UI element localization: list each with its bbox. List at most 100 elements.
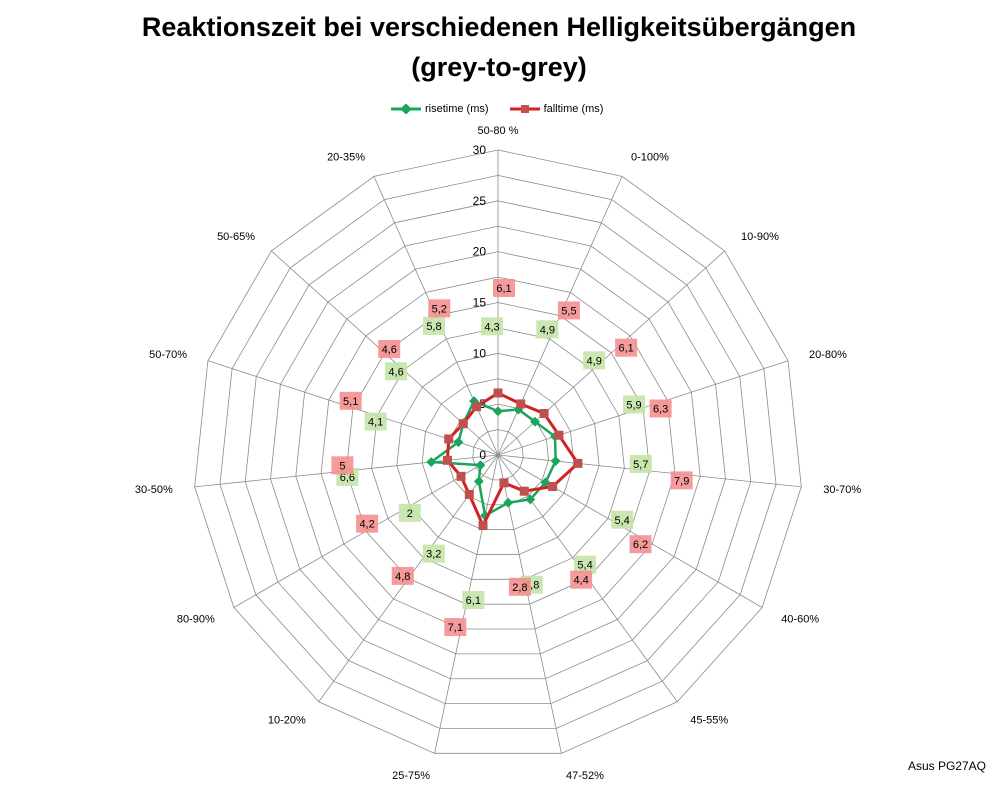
credit-label: Asus PG27AQ: [907, 759, 986, 773]
data-point: [530, 416, 540, 427]
data-label: 4,1: [368, 417, 383, 429]
category-label: 20-35%: [327, 151, 365, 163]
grid-ring: [396, 352, 600, 555]
data-label-bg: [623, 395, 646, 414]
data-label: 5,1: [343, 396, 358, 408]
data-point: [444, 434, 454, 444]
grid-ring: [320, 276, 676, 630]
category-label: 0-100%: [631, 151, 669, 163]
data-point: [519, 486, 529, 496]
data-point: [516, 399, 526, 409]
category-label: 30-70%: [823, 484, 861, 496]
data-label-bg: [557, 301, 580, 320]
data-label: 4,8: [395, 571, 410, 583]
category-label: 25-75%: [392, 770, 430, 782]
data-label-bg: [428, 299, 451, 318]
data-point: [554, 430, 564, 440]
data-label-bg: [356, 514, 379, 533]
data-label-bg: [629, 535, 652, 554]
chart-title-line2: (grey-to-grey): [411, 52, 587, 82]
data-point: [426, 457, 437, 467]
radial-tick-label: 0: [479, 448, 486, 462]
data-point: [499, 478, 509, 488]
data-label: 6,1: [618, 343, 633, 355]
data-label-bg: [378, 339, 401, 358]
data-label-bg: [670, 471, 693, 490]
grid-ring: [472, 429, 524, 481]
data-label-bg: [570, 570, 593, 589]
category-label: 30-50%: [135, 484, 173, 496]
data-label: 5,4: [615, 515, 630, 527]
data-label-bg: [444, 618, 467, 637]
grid-ring: [295, 251, 701, 655]
grid-ring: [270, 225, 726, 680]
data-point: [503, 497, 514, 508]
data-label: 4,6: [382, 344, 397, 356]
data-label: 4,3: [484, 321, 499, 333]
data-label-bg: [339, 391, 362, 410]
data-label-bg: [508, 577, 531, 596]
data-label: 5,5: [561, 305, 576, 317]
data-label-bg: [493, 278, 515, 297]
grid-spoke: [497, 250, 725, 456]
data-label: 3,2: [426, 549, 441, 561]
grid-ring: [421, 378, 575, 530]
data-label: 5,9: [626, 399, 641, 411]
data-point: [475, 460, 486, 471]
data-point: [525, 494, 536, 505]
data-label-bg: [649, 399, 672, 418]
legend-label-risetime: risetime (ms): [425, 103, 489, 115]
data-label: 5: [339, 460, 345, 472]
category-label: 47-52%: [566, 770, 604, 782]
data-label-bg: [611, 510, 634, 529]
data-point: [478, 521, 488, 531]
data-label-bg: [422, 544, 445, 563]
data-point: [550, 456, 561, 467]
category-label: 45-55%: [690, 715, 728, 727]
series-line: [445, 391, 580, 528]
grid-spoke: [497, 454, 763, 608]
data-point: [453, 437, 464, 448]
data-point: [471, 402, 481, 412]
data-label-bg: [398, 503, 421, 522]
chart-title-line1: Reaktionszeit bei verschiedenen Helligke…: [141, 12, 857, 42]
category-label: 80-90%: [177, 614, 215, 626]
data-label: 6,1: [466, 595, 481, 607]
data-label: 7,9: [674, 475, 689, 487]
data-label-bg: [481, 317, 503, 336]
data-point: [539, 409, 549, 419]
category-label: 50-65%: [217, 231, 255, 243]
data-point: [442, 455, 452, 465]
series-line: [430, 399, 557, 517]
data-label-bg: [422, 316, 445, 335]
data-label-bg: [331, 456, 354, 475]
data-point: [540, 477, 551, 488]
data-point: [493, 388, 503, 398]
data-labels: 4,3 4,9 4,9 5,9 5,7 5,4 5,4 4,8 6,1 3,2 2 6,6 4,1 4,6…: [331, 278, 693, 637]
category-labels: 50-80 % 0-100% 10-90% 20-80% 30-70% 40-60% 45-…: [135, 125, 861, 782]
grid-ring: [447, 403, 549, 506]
data-label: 5,7: [633, 459, 648, 471]
data-label: 6,2: [633, 539, 648, 551]
category-label: 40-60%: [781, 614, 819, 626]
data-label: 4,9: [587, 355, 602, 367]
data-label: 6,6: [340, 472, 355, 484]
legend-item-falltime: falltime (ms): [509, 103, 603, 115]
data-point: [548, 482, 558, 492]
category-label: 50-80 %: [478, 125, 519, 137]
data-label-bg: [391, 566, 414, 585]
data-label-bg: [536, 320, 559, 339]
radial-tick-label: 20: [473, 245, 487, 259]
category-label: 10-90%: [741, 231, 779, 243]
radial-tick-label: 15: [473, 296, 487, 310]
data-label: 4,9: [540, 324, 555, 336]
data-label-bg: [364, 412, 387, 431]
data-label-bg: [583, 351, 606, 370]
radial-tick-label: 10: [473, 346, 487, 360]
radar-grid: [194, 149, 802, 754]
grid-ring: [345, 302, 651, 605]
data-label-bg: [385, 362, 408, 381]
data-label: 2,8: [512, 582, 527, 594]
data-label: 4,2: [359, 519, 374, 531]
